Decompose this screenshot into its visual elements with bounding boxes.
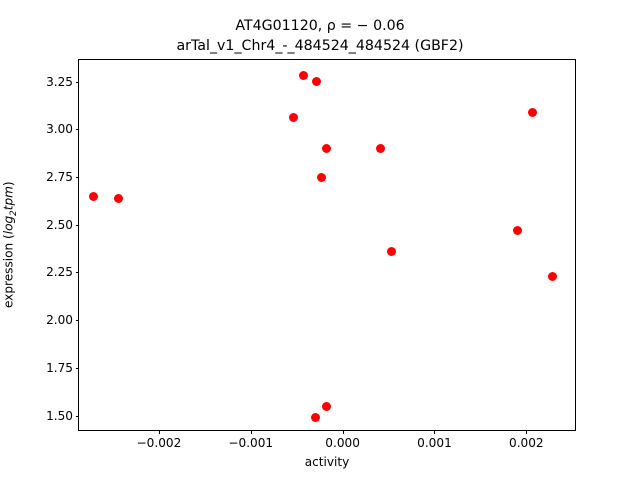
- scatter-point: [321, 401, 331, 411]
- scatter-point: [321, 143, 331, 153]
- y-axis-tick: [75, 177, 79, 179]
- chart-title-line-2: arTal_v1_Chr4_-_484524_484524 (GBF2): [176, 38, 464, 54]
- y-axis-tick-label: 1.50: [46, 408, 73, 423]
- y-axis-tick-label: 3.25: [46, 74, 73, 89]
- scatter-point: [311, 413, 321, 423]
- x-axis-tick-label: 0.002: [509, 436, 544, 450]
- scatter-point: [375, 143, 385, 153]
- scatter-point: [298, 71, 308, 81]
- chart-title: AT4G01120, ρ = − 0.06 arTal_v1_Chr4_-_48…: [0, 16, 640, 56]
- scatter-point: [316, 172, 326, 182]
- y-axis-label: expression (log2tpm): [0, 59, 20, 431]
- y-axis-label-subscript: 2: [8, 210, 19, 217]
- x-axis-tick-label: −0.002: [136, 436, 182, 450]
- x-axis-tick: [158, 430, 160, 434]
- y-axis-label-prefix: expression (: [1, 234, 16, 309]
- y-axis-tick-label: 2.75: [46, 170, 73, 185]
- y-axis-label-suffix: ): [1, 181, 16, 187]
- x-axis-tick: [434, 430, 436, 434]
- scatter-point: [289, 113, 299, 123]
- scatter-point: [312, 77, 322, 87]
- scatter-point: [528, 107, 538, 117]
- y-axis-tick: [75, 415, 79, 417]
- y-axis-tick: [75, 367, 79, 369]
- x-axis-tick: [526, 430, 528, 434]
- x-axis-label: activity: [304, 455, 350, 469]
- x-axis-tick-label: 0.001: [417, 436, 452, 450]
- scatter-point: [512, 225, 522, 235]
- y-axis-label-unit: tpm: [1, 186, 16, 211]
- scatter-point: [548, 271, 558, 281]
- y-axis-tick: [75, 224, 79, 226]
- y-axis-tick-label: 2.50: [46, 217, 73, 232]
- y-axis-tick-label: 2.00: [46, 313, 73, 328]
- x-axis-tick-label: 0.000: [325, 436, 360, 450]
- x-axis-tick: [250, 430, 252, 434]
- data-points-layer: [79, 60, 575, 430]
- x-axis-tick: [342, 430, 344, 434]
- scatter-point: [386, 246, 396, 256]
- chart-title-line-1: AT4G01120, ρ = − 0.06: [235, 18, 405, 34]
- y-axis-label-log: log: [1, 216, 16, 235]
- y-axis-tick: [75, 320, 79, 322]
- y-axis-tick-label: 1.75: [46, 360, 73, 375]
- y-axis-tick: [75, 81, 79, 83]
- y-axis-tick-label: 3.00: [46, 122, 73, 137]
- y-axis-tick: [75, 272, 79, 274]
- y-axis-tick-label: 2.25: [46, 265, 73, 280]
- scatter-point: [89, 191, 99, 201]
- x-axis-tick-label: −0.001: [228, 436, 274, 450]
- plot-axes: −0.002 −0.001 0.000 0.001 0.002 1.50 1.75 2.00 2…: [46, 59, 576, 450]
- y-axis-tick: [75, 129, 79, 131]
- scatter-point: [113, 193, 123, 203]
